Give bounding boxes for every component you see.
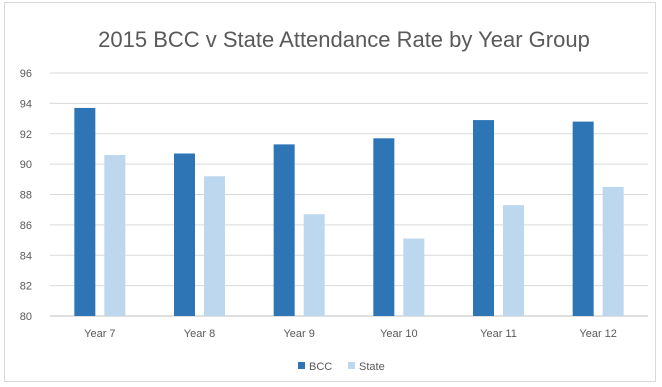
bars — [74, 107, 624, 317]
bar-chart: 2015 BCC v State Attendance Rate by Year… — [20, 27, 648, 373]
chart-frame: 2015 BCC v State Attendance Rate by Year… — [4, 2, 656, 382]
y-axis-ticks: 80 82 84 86 88 90 92 94 96 — [20, 68, 32, 323]
bar-bcc-year-12 — [572, 121, 594, 316]
y-tick-label: 82 — [20, 281, 32, 293]
legend-swatch-bcc — [298, 362, 305, 369]
gridlines — [50, 72, 648, 317]
x-category-label: Year 11 — [480, 328, 517, 340]
y-tick-label: 88 — [20, 190, 32, 202]
bar-state-year-12 — [602, 186, 624, 316]
legend-swatch-state — [348, 362, 355, 369]
x-axis-categories: Year 7 Year 8 Year 9 Year 10 Year 11 Year 12 — [84, 328, 617, 340]
y-tick-label: 80 — [20, 311, 32, 323]
legend-label-bcc: BCC — [309, 361, 332, 373]
legend: BCC State — [298, 361, 385, 373]
y-tick-label: 96 — [20, 68, 32, 80]
x-category-label: Year 10 — [380, 328, 418, 340]
y-tick-label: 86 — [20, 220, 32, 232]
bar-state-year-7 — [104, 155, 126, 316]
x-category-label: Year 12 — [579, 328, 617, 340]
y-tick-label: 84 — [20, 250, 32, 262]
bar-state-year-9 — [303, 214, 325, 316]
x-category-label: Year 7 — [84, 328, 115, 340]
y-tick-label: 94 — [20, 98, 32, 110]
y-tick-label: 90 — [20, 159, 32, 171]
chart-title: 2015 BCC v State Attendance Rate by Year… — [98, 27, 590, 52]
bar-bcc-year-9 — [273, 144, 295, 316]
bar-bcc-year-10 — [373, 138, 395, 316]
x-category-label: Year 9 — [283, 328, 314, 340]
bar-bcc-year-7 — [74, 107, 96, 317]
bar-state-year-11 — [503, 205, 524, 316]
x-category-label: Year 8 — [184, 328, 215, 340]
y-tick-label: 92 — [20, 129, 32, 141]
legend-label-state: State — [359, 361, 385, 373]
bar-bcc-year-11 — [473, 120, 494, 316]
bar-bcc-year-8 — [174, 153, 195, 316]
bar-state-year-10 — [403, 238, 425, 316]
bar-state-year-8 — [204, 176, 225, 316]
